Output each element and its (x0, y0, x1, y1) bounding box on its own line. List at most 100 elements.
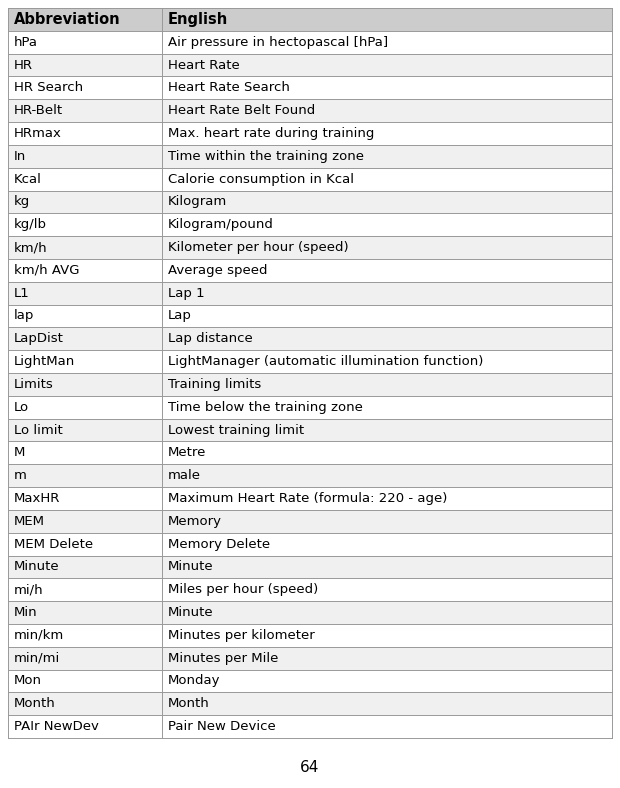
Bar (8, 259, 162, 282)
Text: Minute: Minute (168, 606, 214, 619)
Bar (8, 464, 162, 487)
Bar (162, 464, 612, 487)
Bar (8, 373, 162, 396)
Bar (8, 350, 162, 373)
Text: male: male (168, 469, 201, 482)
Text: Calorie consumption in Kcal: Calorie consumption in Kcal (168, 173, 354, 186)
Text: Lap distance: Lap distance (168, 333, 253, 345)
Bar (162, 624, 612, 647)
Bar (162, 396, 612, 418)
Text: Memory Delete: Memory Delete (168, 537, 270, 551)
Bar (162, 76, 612, 99)
Bar (162, 282, 612, 305)
Text: MEM: MEM (14, 515, 45, 528)
Bar (8, 99, 162, 122)
Bar (162, 259, 612, 282)
Text: Monday: Monday (168, 675, 221, 687)
Bar (162, 487, 612, 510)
Bar (8, 647, 162, 670)
Bar (8, 396, 162, 418)
Text: Minutes per Mile: Minutes per Mile (168, 652, 278, 664)
Bar (162, 327, 612, 350)
Text: Air pressure in hectopascal [hPa]: Air pressure in hectopascal [hPa] (168, 35, 388, 49)
Text: LightMan: LightMan (14, 355, 75, 368)
Bar (162, 31, 612, 54)
Bar (8, 191, 162, 214)
Text: LapDist: LapDist (14, 333, 64, 345)
Text: HR Search: HR Search (14, 81, 83, 95)
Bar (162, 236, 612, 259)
Text: Kcal: Kcal (14, 173, 42, 186)
Text: Miles per hour (speed): Miles per hour (speed) (168, 583, 318, 597)
Text: Average speed: Average speed (168, 264, 267, 277)
Text: Month: Month (14, 697, 56, 710)
Text: Lo limit: Lo limit (14, 423, 63, 437)
Bar (8, 8, 162, 31)
Bar (162, 601, 612, 624)
Text: MaxHR: MaxHR (14, 492, 60, 505)
Text: M: M (14, 446, 25, 459)
Bar (162, 373, 612, 396)
Text: PAIr NewDev: PAIr NewDev (14, 720, 99, 733)
Text: m: m (14, 469, 27, 482)
Bar (162, 54, 612, 76)
Text: hPa: hPa (14, 35, 38, 49)
Bar (162, 647, 612, 670)
Text: kg/lb: kg/lb (14, 218, 47, 231)
Text: HRmax: HRmax (14, 127, 62, 140)
Text: Kilogram: Kilogram (168, 195, 228, 208)
Bar (8, 236, 162, 259)
Text: min/km: min/km (14, 629, 64, 642)
Text: Heart Rate Search: Heart Rate Search (168, 81, 290, 95)
Bar (8, 624, 162, 647)
Bar (8, 305, 162, 327)
Text: Maximum Heart Rate (formula: 220 - age): Maximum Heart Rate (formula: 220 - age) (168, 492, 448, 505)
Text: Lo: Lo (14, 401, 29, 414)
Text: km/h: km/h (14, 241, 48, 254)
Bar (8, 556, 162, 578)
Text: LightManager (automatic illumination function): LightManager (automatic illumination fun… (168, 355, 484, 368)
Text: Mon: Mon (14, 675, 42, 687)
Bar (162, 8, 612, 31)
Bar (162, 418, 612, 441)
Text: Training limits: Training limits (168, 378, 261, 391)
Text: Month: Month (168, 697, 210, 710)
Bar (162, 305, 612, 327)
Text: Abbreviation: Abbreviation (14, 12, 121, 27)
Bar (162, 578, 612, 601)
Bar (8, 145, 162, 168)
Text: kg: kg (14, 195, 30, 208)
Text: Minutes per kilometer: Minutes per kilometer (168, 629, 315, 642)
Bar (162, 670, 612, 693)
Text: Lap 1: Lap 1 (168, 287, 205, 299)
Bar (162, 716, 612, 738)
Bar (8, 31, 162, 54)
Text: mi/h: mi/h (14, 583, 43, 597)
Bar (8, 510, 162, 533)
Text: Kilogram/pound: Kilogram/pound (168, 218, 274, 231)
Bar (8, 122, 162, 145)
Bar (162, 145, 612, 168)
Text: Limits: Limits (14, 378, 54, 391)
Bar (8, 168, 162, 191)
Text: Time within the training zone: Time within the training zone (168, 150, 364, 163)
Text: Heart Rate Belt Found: Heart Rate Belt Found (168, 104, 315, 117)
Text: min/mi: min/mi (14, 652, 60, 664)
Text: Max. heart rate during training: Max. heart rate during training (168, 127, 374, 140)
Text: Lap: Lap (168, 310, 192, 322)
Bar (8, 578, 162, 601)
Bar (8, 487, 162, 510)
Text: Pair New Device: Pair New Device (168, 720, 276, 733)
Bar (162, 441, 612, 464)
Text: English: English (168, 12, 228, 27)
Bar (8, 76, 162, 99)
Text: HR: HR (14, 58, 33, 72)
Text: Minute: Minute (168, 560, 214, 574)
Text: 64: 64 (300, 760, 320, 775)
Bar (162, 99, 612, 122)
Text: MEM Delete: MEM Delete (14, 537, 93, 551)
Text: Kilometer per hour (speed): Kilometer per hour (speed) (168, 241, 348, 254)
Bar (8, 418, 162, 441)
Text: Memory: Memory (168, 515, 222, 528)
Text: HR-Belt: HR-Belt (14, 104, 63, 117)
